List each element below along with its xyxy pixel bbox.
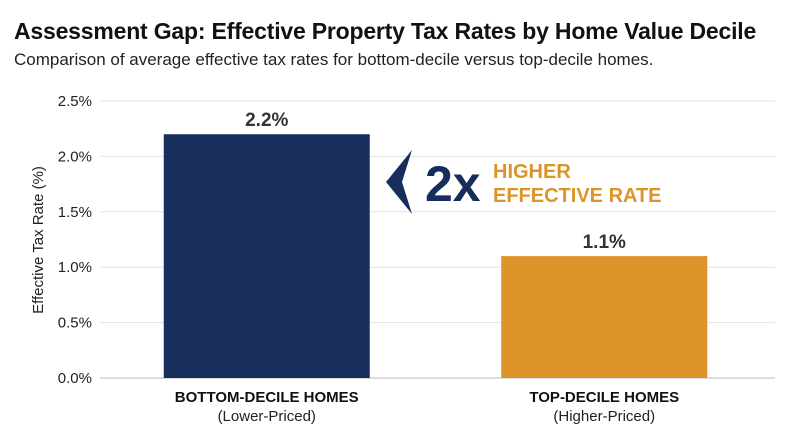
y-tick-label: 1.0% [58, 259, 92, 276]
x-category-label: BOTTOM-DECILE HOMES [175, 389, 359, 406]
y-tick-label: 1.5% [58, 204, 92, 221]
x-axis-categories: BOTTOM-DECILE HOMES (Lower-Priced) TOP-DEC… [175, 389, 679, 425]
y-tick-label: 2.5% [58, 93, 92, 110]
x-category-label: TOP-DECILE HOMES [529, 389, 679, 406]
callout-multiplier: 2x [425, 156, 481, 212]
y-axis-ticks: 0.0% 0.5% 1.0% 1.5% 2.0% 2.5% [58, 93, 92, 387]
x-category-sublabel: (Higher-Priced) [553, 408, 655, 425]
callout-line-2: EFFECTIVE RATE [493, 185, 662, 207]
bar-bottom-decile-homes [163, 134, 370, 378]
chevron-left-icon [386, 150, 412, 214]
callout-annotation: 2x HIGHER EFFECTIVE RATE [386, 150, 662, 214]
bar-value-label: 1.1% [583, 232, 626, 253]
bar-value-label: 2.2% [245, 110, 288, 131]
callout-line-1: HIGHER [493, 161, 571, 183]
bars: 2.2% 1.1% [163, 110, 708, 378]
y-tick-label: 2.0% [58, 148, 92, 165]
chart-subtitle: Comparison of average effective tax rate… [14, 50, 654, 69]
y-tick-label: 0.0% [58, 370, 92, 387]
chart-title: Assessment Gap: Effective Property Tax R… [14, 18, 757, 44]
y-axis-label: Effective Tax Rate (%) [30, 166, 47, 314]
x-category-sublabel: (Lower-Priced) [218, 408, 316, 425]
bar-top-decile-homes [501, 256, 708, 378]
y-tick-label: 0.5% [58, 315, 92, 332]
